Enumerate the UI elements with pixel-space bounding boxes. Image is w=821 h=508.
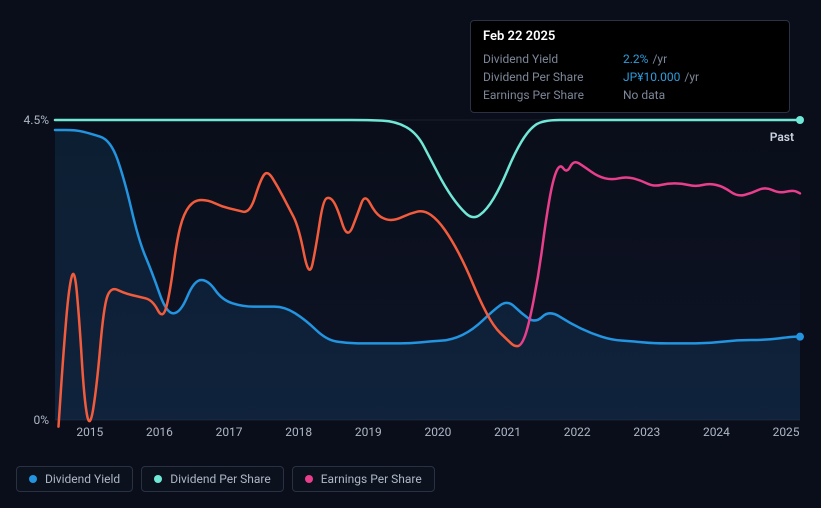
x-axis-label: 2019 — [355, 425, 382, 439]
tooltip-value: JP¥10.000 — [623, 68, 680, 86]
legend-swatch — [305, 475, 313, 483]
x-axis-label: 2018 — [285, 425, 312, 439]
tooltip-unit: /yr — [652, 50, 667, 68]
legend-swatch — [29, 475, 37, 483]
tooltip-value: 2.2% — [623, 50, 648, 68]
x-axis-label: 2024 — [703, 425, 730, 439]
legend-item-dividend_yield[interactable]: Dividend Yield — [16, 466, 133, 492]
x-axis-label: 2020 — [424, 425, 451, 439]
x-axis-label: 2015 — [76, 425, 103, 439]
legend: Dividend Yield Dividend Per Share Earnings… — [16, 466, 435, 492]
x-axis: 2015 2016 2017 2018 2019 2020 2021 2022 2023 2024… — [55, 425, 800, 445]
legend-item-dividend_per_share[interactable]: Dividend Per Share — [141, 466, 284, 492]
y-axis-label: 0% — [33, 413, 49, 427]
tooltip-key: Dividend Per Share — [483, 68, 623, 86]
x-axis-label: 2021 — [494, 425, 521, 439]
dividend_yield-area — [55, 130, 800, 420]
dividend_yield-end-dot — [796, 333, 804, 341]
legend-label: Dividend Per Share — [170, 472, 271, 486]
plot-area[interactable]: Past 4.5%0% — [55, 120, 800, 420]
dividend-chart: Past 4.5%0% 2015201620172018201920202021… — [0, 0, 821, 508]
tooltip-key: Earnings Per Share — [483, 86, 623, 104]
y-axis-label: 4.5% — [24, 113, 49, 127]
x-axis-label: 2023 — [633, 425, 660, 439]
tooltip-unit: /yr — [684, 68, 699, 86]
legend-label: Dividend Yield — [45, 472, 120, 486]
x-axis-label: 2022 — [564, 425, 591, 439]
tooltip-rows: Dividend Yield2.2%/yrDividend Per ShareJ… — [483, 50, 777, 104]
x-axis-label: 2017 — [216, 425, 243, 439]
legend-label: Earnings Per Share — [321, 472, 422, 486]
tooltip-row: Dividend Per ShareJP¥10.000/yr — [483, 68, 777, 86]
dividend_per_share-line — [55, 120, 800, 217]
legend-swatch — [154, 475, 162, 483]
tooltip-key: Dividend Yield — [483, 50, 623, 68]
tooltip-date: Feb 22 2025 — [483, 29, 777, 44]
hover-tooltip: Feb 22 2025 Dividend Yield2.2%/yrDividen… — [470, 20, 790, 113]
dividend_per_share-end-dot — [796, 116, 804, 124]
tooltip-row: Earnings Per ShareNo data — [483, 86, 777, 104]
legend-item-earnings_per_share[interactable]: Earnings Per Share — [292, 466, 435, 492]
tooltip-row: Dividend Yield2.2% /yr — [483, 50, 777, 68]
tooltip-no-data: No data — [623, 86, 665, 104]
x-axis-label: 2025 — [773, 425, 800, 439]
past-label: Past — [770, 130, 794, 144]
x-axis-label: 2016 — [146, 425, 173, 439]
chart-svg — [55, 120, 800, 420]
